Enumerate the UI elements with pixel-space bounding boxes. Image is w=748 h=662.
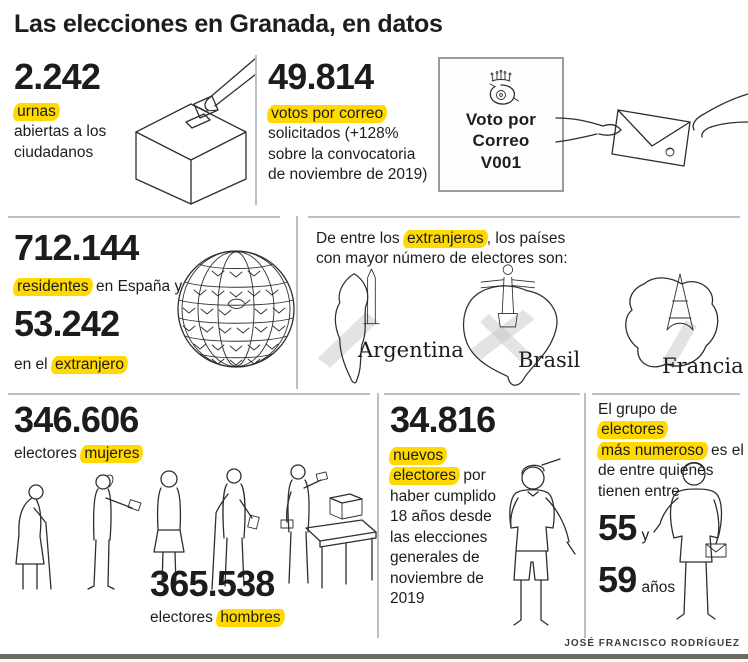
stat-censo: 712.144 residentes en España y 53.242 en… [13,227,204,376]
residentes-highlight: residentes [13,278,93,296]
stat-edad-to: 59 [598,559,637,601]
francia-map-illustration [625,273,719,368]
hombres-highlight: hombres [216,609,285,627]
stat-nuevos-electores: 34.816 nuevos electores por haber cumpli… [389,399,512,610]
residentes-rest: en España y [91,278,183,295]
young-voter-illustration [509,458,576,626]
hombres-pre: electores [150,609,218,626]
extranjero-highlight: extranjero [51,356,128,375]
divider-row2-left [8,393,370,395]
extranjero-pre: en el [14,356,52,374]
nuevos-highlight: nuevos [389,447,447,465]
edad-after: es el [706,441,744,459]
divider-row2-mid [384,393,580,395]
nuevos-line1: haber cumplido [390,487,496,505]
paises-intro: De entre los extranjeros, los países con… [316,229,676,270]
stat-nuevos-value: 34.816 [390,399,496,440]
nuevos-line6: 2019 [390,590,425,608]
extranjeros-highlight: extranjeros [403,230,488,248]
divider-row1-left [8,216,280,218]
divider-row1-right [308,216,740,218]
paises-intro-line2: con mayor número de electores son: [316,250,568,268]
urnas-highlight: urnas [13,103,60,121]
voto-box-line3: V001 [480,152,522,172]
stat-mujeres: 346.606 electores mujeres [14,399,144,464]
divider-row2-right [592,393,740,395]
stat-grupo-edad: El grupo de electores más numeroso es el… [597,400,748,601]
voto-correo-line2: sobre la convocatoria [268,145,416,163]
paises-intro-pre: De entre los [316,230,404,247]
urnas-caption-line2: ciudadanos [14,143,94,161]
mujeres-highlight: mujeres [80,445,144,463]
edad-line4: tienen entre [598,482,680,500]
edad-pre: El grupo de [598,401,678,418]
voto-correo-line3: de noviembre de 2019) [268,166,428,184]
bottom-bar [0,654,748,659]
electores-highlight: electores [389,467,460,486]
country-argentina: Argentina [306,268,464,388]
edad-highlight-b: más numeroso [597,441,708,460]
urnas-caption-line1: abiertas a los [14,123,107,141]
older-voter-illustration [653,462,727,620]
stat-residentes-value: 712.144 [14,227,139,268]
divider-bottom-vertical-2 [584,393,586,638]
stat-voto-correo: 49.814 votos por correo solicitados (+12… [267,56,438,186]
country-francia: Francia [606,270,744,388]
country-brasil: Brasil [430,262,580,390]
divider-mid-vertical [296,216,298,389]
stat-voto-correo-value: 49.814 [268,56,374,97]
stat-urnas: 2.242 urnas abiertas a los ciudadanos [13,56,124,163]
divider-bottom-vertical-1 [377,393,379,638]
voto-por-correo-box: Voto por Correo V001 [438,57,564,192]
ballot-box-illustration [135,57,257,205]
country-francia-label: Francia [662,354,744,378]
stat-urnas-value: 2.242 [14,56,101,97]
author-credit: JOSÉ FRANCISCO RODRÍGUEZ [564,638,740,649]
nuevos-line4: generales de [390,549,480,567]
nuevos-line2: 18 años desde [390,508,492,526]
page-title: Las elecciones en Granada, en datos [14,10,443,38]
country-brasil-label: Brasil [518,348,581,372]
correos-logo-icon [489,69,519,105]
nuevos-line5: noviembre de [390,569,484,587]
stat-edad-from: 55 [598,507,637,549]
stat-extranjero-value: 53.242 [14,303,120,345]
mujeres-pre: electores [14,445,82,462]
edad-unit: años [641,579,676,597]
stat-hombres-value: 365.538 [150,563,275,604]
country-argentina-label: Argentina [358,338,464,362]
mail-hands-illustration [555,93,748,167]
voto-box-line2: Correo [472,131,530,151]
voters-queue-illustration [15,464,377,590]
argentina-map-illustration [317,268,380,384]
stat-hombres: 365.538 electores hombres [150,563,285,628]
voto-correo-highlight: votos por correo [267,105,387,123]
voto-box-line1: Voto por [465,110,537,129]
stat-mujeres-value: 346.606 [14,399,139,440]
edad-conj: y [641,527,650,545]
paises-intro-mid: , los países [486,230,566,247]
voto-correo-line1: solicitados (+128% [268,125,399,143]
edad-highlight-a: electores [597,421,668,440]
divider-top-vertical [255,55,257,205]
brasil-map-illustration [463,264,558,386]
envelope-globe-illustration [177,250,295,368]
nuevos-after: por [459,467,486,485]
nuevos-line3: las elecciones [390,528,488,546]
